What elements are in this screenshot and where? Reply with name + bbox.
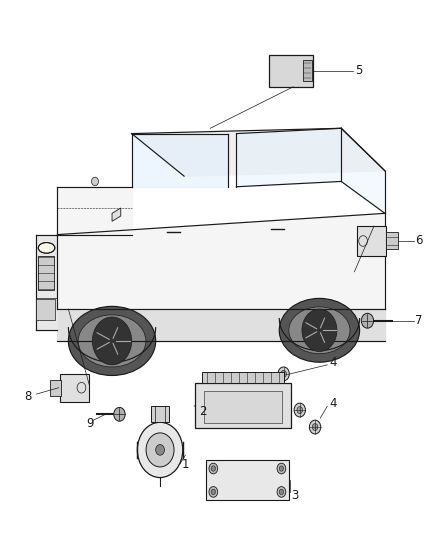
Text: 4: 4 (329, 397, 336, 410)
Circle shape (294, 403, 305, 417)
Circle shape (297, 407, 303, 414)
Ellipse shape (68, 306, 155, 375)
Text: 9: 9 (86, 417, 93, 430)
Text: 2: 2 (199, 405, 207, 417)
FancyBboxPatch shape (195, 383, 291, 428)
FancyBboxPatch shape (206, 460, 289, 500)
Circle shape (209, 463, 218, 474)
Polygon shape (237, 128, 341, 187)
Circle shape (114, 407, 125, 421)
Circle shape (278, 367, 289, 381)
Circle shape (279, 489, 284, 495)
Circle shape (211, 466, 215, 471)
Polygon shape (112, 208, 121, 221)
FancyBboxPatch shape (60, 374, 89, 401)
Polygon shape (57, 187, 132, 235)
Text: 6: 6 (416, 235, 423, 247)
Text: 4: 4 (329, 356, 336, 369)
Polygon shape (57, 213, 385, 309)
Ellipse shape (289, 307, 350, 354)
FancyBboxPatch shape (303, 60, 311, 82)
Ellipse shape (285, 67, 291, 75)
Text: 5: 5 (355, 64, 363, 77)
FancyBboxPatch shape (386, 232, 399, 249)
Polygon shape (57, 309, 385, 341)
Circle shape (312, 424, 318, 431)
FancyBboxPatch shape (151, 406, 169, 422)
FancyBboxPatch shape (357, 226, 386, 256)
Ellipse shape (38, 243, 55, 253)
FancyBboxPatch shape (201, 372, 285, 383)
Circle shape (279, 466, 284, 471)
Text: 8: 8 (25, 390, 32, 403)
Circle shape (209, 487, 218, 497)
Ellipse shape (78, 315, 146, 367)
FancyBboxPatch shape (269, 55, 313, 87)
Circle shape (277, 487, 286, 497)
Polygon shape (132, 128, 385, 176)
Polygon shape (132, 134, 228, 187)
Ellipse shape (282, 63, 294, 79)
FancyBboxPatch shape (36, 300, 55, 320)
Circle shape (302, 309, 337, 352)
FancyBboxPatch shape (50, 379, 60, 395)
Circle shape (277, 463, 286, 474)
Circle shape (146, 433, 174, 467)
FancyBboxPatch shape (38, 256, 54, 290)
Text: 3: 3 (291, 489, 298, 502)
Text: 7: 7 (416, 314, 423, 327)
FancyBboxPatch shape (204, 391, 283, 423)
Circle shape (211, 489, 215, 495)
Circle shape (361, 313, 374, 328)
Circle shape (281, 370, 286, 377)
Ellipse shape (279, 298, 360, 362)
Text: 1: 1 (182, 458, 189, 471)
Circle shape (92, 317, 132, 365)
Polygon shape (341, 128, 385, 213)
Polygon shape (35, 235, 57, 330)
Circle shape (309, 420, 321, 434)
Circle shape (138, 422, 183, 478)
Circle shape (155, 445, 164, 455)
Circle shape (92, 177, 99, 185)
